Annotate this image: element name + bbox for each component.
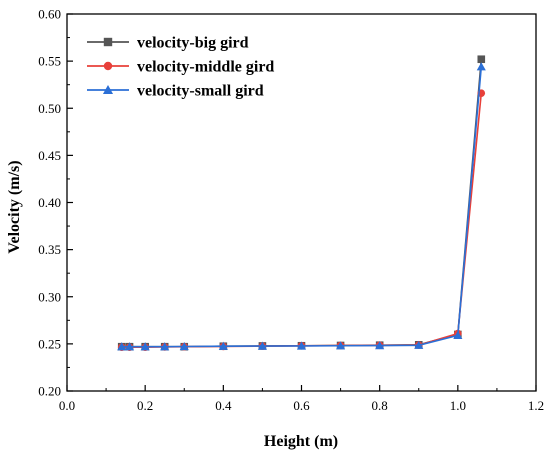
x-tick-label: 0.2	[137, 398, 153, 413]
y-tick-label: 0.30	[38, 289, 61, 304]
data-point	[179, 341, 189, 351]
series-line	[121, 59, 483, 348]
x-tick-label: 1.2	[528, 398, 544, 413]
data-point	[336, 341, 346, 350]
data-point	[140, 342, 150, 351]
data-point	[257, 341, 267, 350]
legend-label: velocity-small gird	[137, 83, 264, 100]
data-point	[296, 341, 307, 350]
legend-marker	[102, 84, 114, 95]
data-point	[414, 340, 424, 349]
legend-item-1: velocity-big gird	[87, 35, 249, 52]
y-tick-label: 0.50	[38, 101, 61, 116]
data-point	[476, 62, 486, 71]
y-axis-title: Velocity (m/s)	[6, 160, 23, 253]
data-point	[117, 342, 127, 351]
y-tick-label: 0.55	[38, 54, 61, 69]
series-line	[121, 93, 483, 348]
x-axis-title: Height (m)	[264, 433, 338, 450]
series-1	[117, 55, 486, 351]
data-point	[218, 341, 228, 350]
x-tick-label: 1.0	[450, 398, 466, 413]
x-tick-label: 0.4	[215, 398, 232, 413]
x-tick-label: 0.0	[59, 398, 75, 413]
data-point	[160, 342, 170, 351]
series-2	[117, 89, 486, 351]
x-tick-label: 0.8	[372, 398, 388, 413]
axes: 0.0 0.2 0.4 0.6 0.8 1.0 1.2 0.20 0.25 0.30 0.35 0.4…	[38, 7, 544, 414]
y-tick-label: 0.35	[38, 242, 61, 257]
legend: velocity-big gird velocity-middle gird vel…	[87, 35, 274, 100]
data-point	[124, 342, 135, 351]
legend-item-3: velocity-small gird	[87, 83, 264, 100]
series-group	[117, 55, 486, 351]
data-point	[453, 330, 463, 340]
legend-item-2: velocity-middle gird	[87, 59, 274, 76]
series-line	[121, 66, 483, 348]
legend-marker	[103, 37, 113, 47]
legend-marker	[103, 61, 113, 71]
y-tick-label: 0.45	[38, 148, 61, 163]
series-3	[117, 62, 486, 351]
data-point	[375, 341, 385, 350]
y-tick-label: 0.60	[38, 7, 61, 22]
y-tick-label: 0.25	[38, 336, 61, 351]
legend-label: velocity-big gird	[137, 35, 249, 52]
legend-label: velocity-middle gird	[137, 59, 274, 76]
y-tick-label: 0.20	[38, 384, 61, 399]
y-tick-label: 0.40	[38, 195, 61, 210]
x-tick-label: 0.6	[293, 398, 310, 413]
data-point	[477, 55, 486, 64]
